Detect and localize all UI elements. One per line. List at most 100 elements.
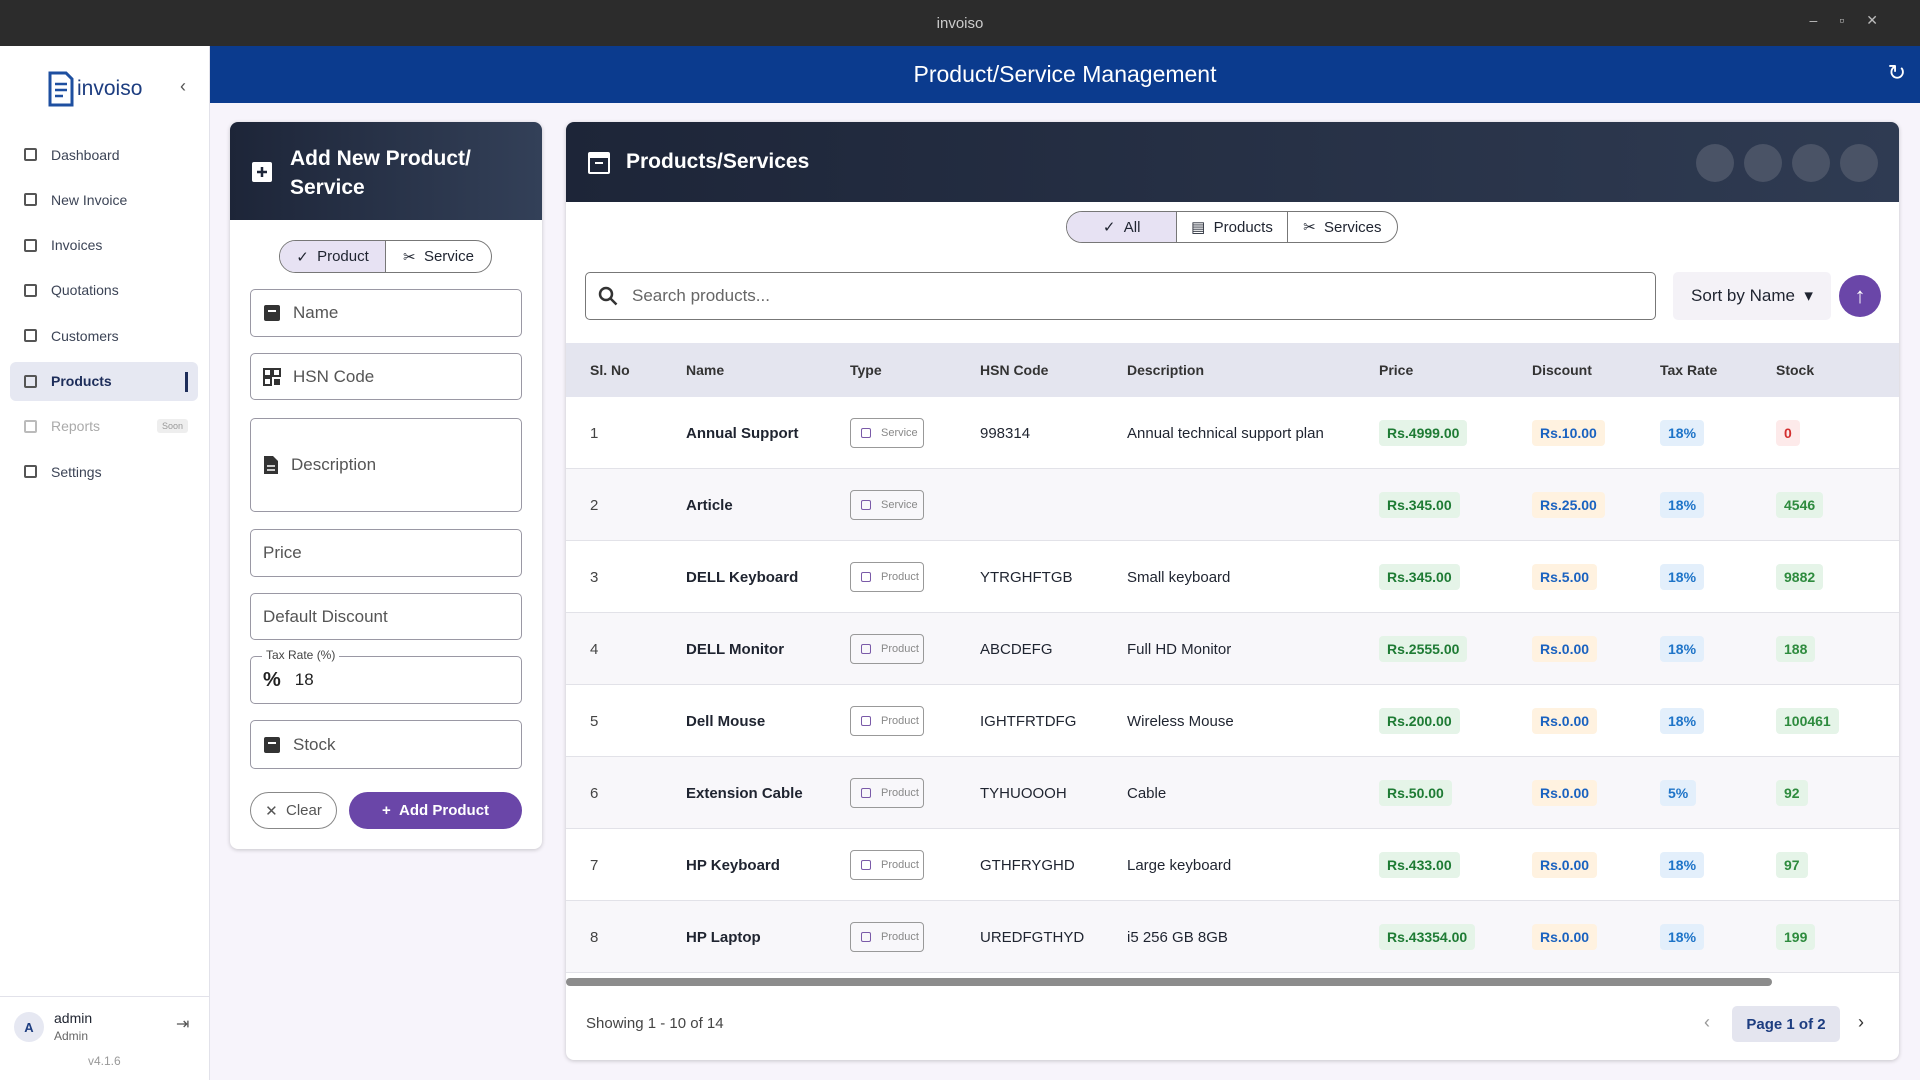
nav-item[interactable]: Products: [10, 361, 198, 401]
table-cell: Rs.345.00: [1379, 469, 1460, 541]
window-controls[interactable]: –▫✕: [1809, 12, 1900, 28]
type-icon: [861, 644, 871, 654]
value-chip: Rs.0.00: [1532, 708, 1598, 734]
nav-item[interactable]: New Invoice: [10, 180, 198, 219]
table-cell: Annual Support: [686, 397, 799, 469]
import-button[interactable]: [1696, 144, 1734, 182]
field-label: Price: [263, 543, 302, 562]
table-row[interactable]: 8 HP Laptop Product UREDFGTHYD i5 256 GB 8GB…: [566, 901, 1899, 973]
value-chip: Rs.345.00: [1379, 492, 1460, 518]
table-cell: 8: [590, 901, 598, 973]
prev-page[interactable]: ‹: [1704, 1012, 1710, 1032]
table-cell: 18%: [1660, 829, 1705, 901]
nav-icon: [24, 374, 37, 388]
nav-item[interactable]: Invoices: [10, 226, 198, 265]
cell-text: Annual technical support plan: [1127, 424, 1324, 442]
nav-label: New Invoice: [51, 191, 128, 208]
filter-all[interactable]: ✓ All: [1067, 212, 1178, 242]
value-chip: Rs.43354.00: [1379, 924, 1476, 950]
table-cell: Rs.0.00: [1532, 757, 1598, 829]
table-cell: Product: [850, 901, 924, 973]
table-row[interactable]: 4 DELL Monitor Product ABCDEFG Full HD Monit…: [566, 613, 1899, 685]
showing-text: Showing 1 - 10 of 14: [586, 1015, 724, 1032]
title-bar: invoiso –▫✕: [0, 0, 1920, 46]
price-field[interactable]: Price: [250, 529, 522, 577]
field-label: Name: [293, 303, 339, 322]
search-box[interactable]: Search products...: [585, 272, 1656, 320]
add-button[interactable]: + Add Product: [349, 792, 522, 829]
cell-text: TYHUOOOH: [980, 784, 1067, 802]
table-cell: 199: [1776, 901, 1816, 973]
cell-text: HP Keyboard: [686, 856, 780, 874]
filter-services[interactable]: ✂ Services: [1303, 218, 1382, 237]
cell-text: Dell Mouse: [686, 712, 766, 730]
cell-text: 8: [590, 928, 599, 946]
table-cell: Rs.0.00: [1532, 613, 1598, 685]
table-cell: 3: [590, 541, 598, 613]
logo-text: invoiso: [77, 77, 143, 100]
scrollbar[interactable]: [566, 978, 1772, 986]
cell-text: IGHTFRTDFG: [980, 712, 1077, 730]
filter-products[interactable]: ▤ Products: [1177, 212, 1288, 242]
collapse-button[interactable]: ‹: [180, 76, 186, 96]
table-row[interactable]: 2 Article Service Rs.345.00 Rs.25.00 18% 4546: [566, 469, 1899, 541]
more-button[interactable]: [1840, 144, 1878, 182]
table-cell: Service: [850, 469, 924, 541]
column-header: HSN Code: [980, 362, 1049, 378]
nav-item[interactable]: Settings: [10, 452, 198, 491]
toggle-product[interactable]: ✓ Product: [280, 241, 386, 272]
pdf-button[interactable]: [1792, 144, 1830, 182]
cell-text: Wireless Mouse: [1127, 712, 1234, 730]
table-cell: Dell Mouse: [686, 685, 765, 757]
table-cell: Article: [686, 469, 733, 541]
download-button[interactable]: [1744, 144, 1782, 182]
sort-direction-button[interactable]: ↑: [1839, 275, 1881, 317]
table-cell: Wireless Mouse: [1127, 685, 1234, 757]
description-field[interactable]: Description: [250, 418, 522, 512]
value-chip: 18%: [1660, 420, 1705, 446]
nav-badge: Soon: [156, 419, 188, 434]
table-cell: Extension Cable: [686, 757, 803, 829]
field-label: Default Discount: [263, 606, 388, 626]
discount-field[interactable]: Default Discount: [250, 593, 522, 640]
stock-field[interactable]: Stock: [250, 720, 522, 769]
next-page[interactable]: ›: [1858, 1012, 1864, 1032]
nav-item[interactable]: Customers: [10, 316, 198, 355]
table-cell: DELL Monitor: [686, 613, 784, 685]
table-cell: 998314: [980, 397, 1030, 469]
cell-text: GTHFRYGHD: [980, 856, 1075, 874]
toggle-service[interactable]: ✂ Service: [403, 248, 474, 266]
user-role: Admin: [54, 1029, 89, 1043]
cell-text: DELL Keyboard: [686, 568, 799, 586]
clear-button[interactable]: ✕ Clear: [250, 792, 337, 829]
table-cell: 97: [1776, 829, 1808, 901]
list-icon: [588, 152, 610, 174]
table-cell: 5: [590, 685, 598, 757]
nav-item[interactable]: Dashboard: [10, 135, 198, 174]
table-row[interactable]: 3 DELL Keyboard Product YTRGHFTGB Small keyb…: [566, 541, 1899, 613]
hsn-field[interactable]: HSN Code: [250, 353, 522, 400]
name-field[interactable]: Name: [250, 289, 522, 337]
page-title: Product/Service Management: [913, 61, 1217, 87]
value-chip: 5%: [1660, 780, 1697, 806]
nav-item[interactable]: Quotations: [10, 271, 198, 310]
logo: invoiso: [46, 66, 142, 112]
table-cell: Product: [850, 613, 924, 685]
nav-icon: [24, 283, 37, 297]
nav-icon: [24, 238, 37, 252]
table-cell: i5 256 GB 8GB: [1127, 901, 1228, 973]
column-header: Tax Rate: [1660, 362, 1718, 378]
table-cell: 18%: [1660, 541, 1705, 613]
refresh-button[interactable]: ↻: [1887, 60, 1906, 85]
table-row[interactable]: 1 Annual Support Service 998314 Annual techn…: [566, 397, 1899, 469]
value-chip: 4546: [1776, 492, 1824, 518]
sort-select[interactable]: Sort by Name ▾: [1673, 272, 1831, 320]
tax-field[interactable]: % 18: [250, 656, 522, 704]
table-row[interactable]: 6 Extension Cable Product TYHUOOOH Cable Rs.5…: [566, 757, 1899, 829]
logout-button[interactable]: ⇥: [176, 1016, 190, 1033]
table-row[interactable]: 7 HP Keyboard Product GTHFRYGHD Large keyboa…: [566, 829, 1899, 901]
table-row[interactable]: 5 Dell Mouse Product IGHTFRTDFG Wireless Mou…: [566, 685, 1899, 757]
avatar: A: [14, 1012, 44, 1042]
column-header: Discount: [1532, 362, 1592, 378]
table-cell: 18%: [1660, 469, 1705, 541]
